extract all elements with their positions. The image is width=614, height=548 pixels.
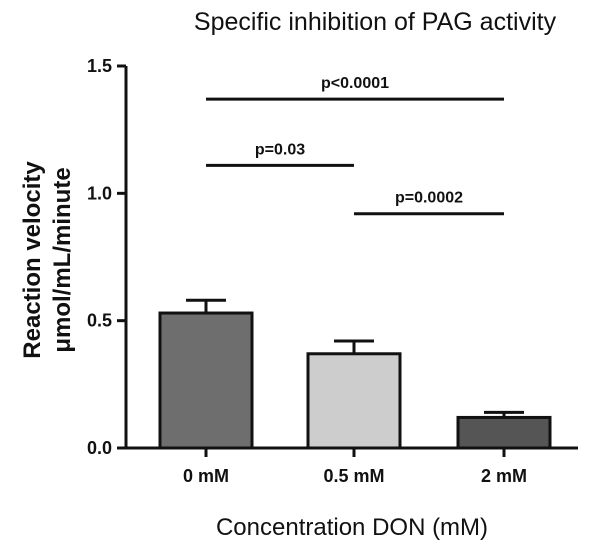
- bar: [456, 415, 552, 450]
- significance-label: p=0.03: [255, 141, 305, 158]
- bar: [306, 352, 402, 450]
- y-tick-label: 0.0: [87, 438, 112, 458]
- bar: [158, 311, 254, 450]
- x-axis-label: Concentration DON (mM): [216, 514, 488, 541]
- x-tick-label: 2 mM: [481, 466, 527, 486]
- y-tick-label: 0.5: [87, 311, 112, 331]
- chart-title: Specific inhibition of PAG activity: [194, 8, 557, 36]
- bars: [158, 298, 552, 450]
- significance-label: p=0.0002: [395, 190, 463, 207]
- x-tick-label: 0 mM: [183, 466, 229, 486]
- y-tick-label: 1.5: [87, 56, 112, 76]
- significance-annotations: p<0.0001 p=0.03 p=0.0002: [206, 75, 504, 216]
- x-tick-label: 0.5 mM: [323, 466, 384, 486]
- significance-label: p<0.0001: [321, 75, 389, 92]
- y-axis-label-line-2: μmol/mL/minute: [49, 167, 76, 352]
- y-axis-label-line-1: Reaction velocity: [19, 161, 46, 359]
- y-tick-label: 1.0: [87, 183, 112, 203]
